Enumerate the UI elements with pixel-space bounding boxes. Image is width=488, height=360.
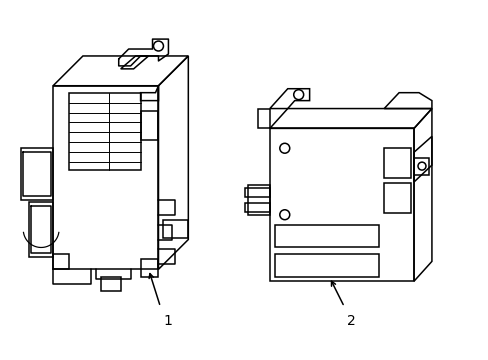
Text: 2: 2 [346, 314, 355, 328]
Text: 1: 1 [163, 314, 172, 328]
